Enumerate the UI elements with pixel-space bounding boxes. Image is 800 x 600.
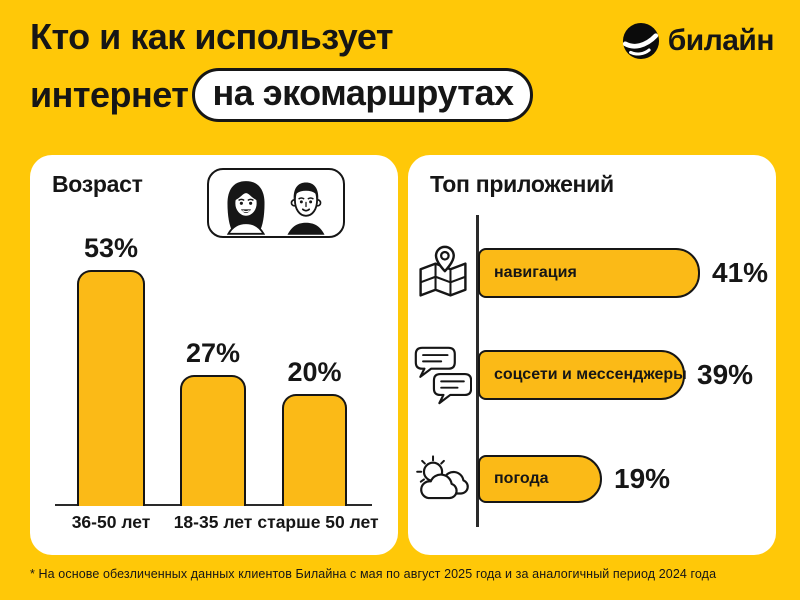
brand-logo-text: билайн bbox=[667, 24, 775, 57]
chat-bubbles-icon bbox=[413, 344, 473, 406]
age-bar-value: 53% bbox=[83, 233, 139, 263]
age-people-badge bbox=[207, 168, 345, 238]
age-category-label: 18-35 лет bbox=[173, 512, 253, 532]
top-apps-panel-title: Топ приложений bbox=[430, 171, 614, 197]
age-bar-value: 20% bbox=[287, 357, 342, 387]
app-bar-social: соцсети и мессенджеры bbox=[478, 350, 687, 400]
app-row-weather: погода 19% bbox=[408, 455, 776, 503]
app-bar-value: 19% bbox=[614, 463, 671, 494]
top-apps-panel: Топ приложений навигация 41% bbox=[408, 155, 776, 555]
brand-logo: билайн bbox=[622, 22, 775, 60]
weather-sun-cloud-icon bbox=[413, 453, 473, 505]
app-bar-value: 41% bbox=[712, 257, 769, 288]
man-face-icon bbox=[281, 178, 331, 236]
age-category-label: старше 50 лет bbox=[257, 512, 379, 532]
beeline-sphere-icon bbox=[622, 22, 660, 60]
age-bar-group-18-35: 27% bbox=[180, 338, 246, 506]
page-title-line1: Кто и как использует bbox=[30, 16, 394, 57]
age-bar bbox=[180, 375, 246, 506]
age-panel: Возраст bbox=[30, 155, 398, 555]
app-bar-weather: погода bbox=[478, 455, 602, 503]
footnote: * На основе обезличенных данных клиентов… bbox=[30, 567, 717, 581]
age-category-label: 36-50 лет bbox=[71, 512, 151, 532]
age-bar-value: 27% bbox=[185, 338, 241, 368]
page-title-line2: интернет на экомаршрутах bbox=[30, 68, 534, 122]
woman-face-icon bbox=[221, 178, 271, 236]
age-bar-group-36-50: 53% bbox=[77, 233, 145, 506]
app-bar-label: навигация bbox=[494, 264, 577, 281]
title-highlight-pill: на экомаршрутах bbox=[192, 68, 534, 122]
age-bar bbox=[77, 270, 145, 506]
page-title-line2-prefix: интернет bbox=[30, 73, 189, 115]
app-bar-navigation: навигация bbox=[478, 248, 700, 298]
apps-chart-axis bbox=[476, 215, 479, 527]
app-row-social: соцсети и мессенджеры 39% bbox=[408, 346, 776, 405]
age-bar bbox=[282, 394, 347, 506]
app-bar-label: соцсети и мессенджеры bbox=[494, 366, 687, 383]
age-panel-title: Возраст bbox=[52, 171, 143, 197]
map-navigation-icon bbox=[413, 242, 473, 304]
app-bar-label: погода bbox=[494, 470, 549, 487]
age-bar-group-50plus: 20% bbox=[282, 357, 347, 506]
app-row-navigation: навигация 41% bbox=[408, 245, 776, 298]
app-bar-value: 39% bbox=[697, 359, 754, 390]
